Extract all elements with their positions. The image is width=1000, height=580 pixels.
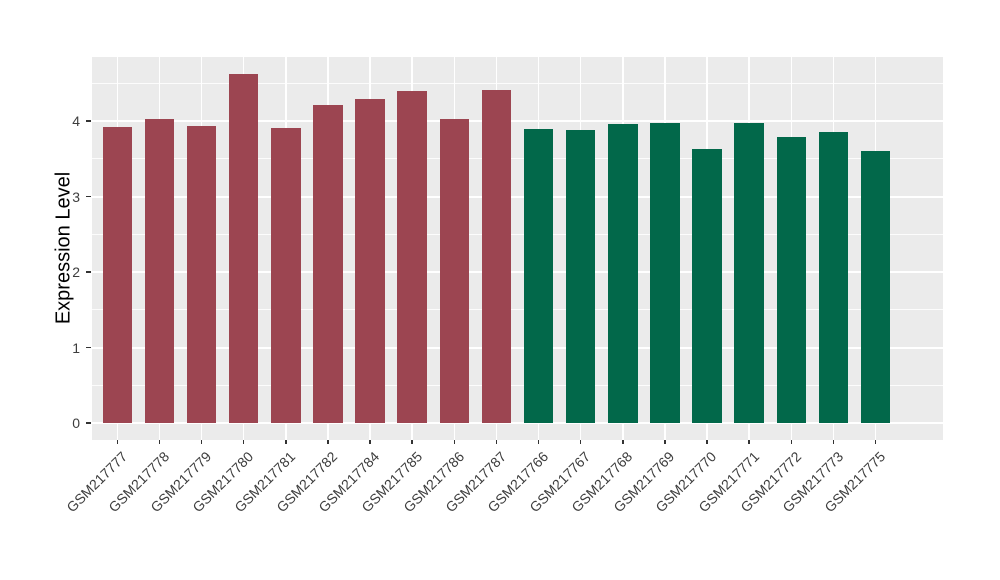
bar-GSM217766 bbox=[523, 129, 554, 423]
bar-GSM217780 bbox=[228, 74, 259, 423]
bar-GSM217781 bbox=[271, 127, 301, 423]
bar-GSM217777 bbox=[102, 127, 133, 423]
y-tick-label: 1 bbox=[72, 339, 80, 356]
x-tick-mark bbox=[453, 440, 456, 444]
x-tick-mark bbox=[369, 440, 371, 444]
x-tick-mark bbox=[200, 440, 203, 444]
major-gridline bbox=[92, 346, 943, 349]
bar-GSM217772 bbox=[776, 136, 807, 423]
bar-GSM217784 bbox=[355, 99, 385, 423]
bar-GSM217771 bbox=[734, 123, 764, 423]
bar-GSM217785 bbox=[397, 90, 427, 423]
bar-GSM217769 bbox=[650, 123, 680, 423]
minor-gridline bbox=[92, 233, 943, 235]
x-tick-mark bbox=[327, 440, 329, 444]
x-tick-mark bbox=[790, 440, 793, 444]
bar-GSM217779 bbox=[186, 126, 217, 423]
y-tick-mark bbox=[86, 271, 91, 273]
bar-GSM217786 bbox=[439, 118, 470, 423]
minor-gridline bbox=[92, 384, 943, 386]
x-tick-mark bbox=[664, 440, 666, 444]
major-gridline bbox=[92, 195, 943, 198]
minor-gridline bbox=[92, 158, 943, 160]
x-tick-mark bbox=[411, 440, 413, 444]
x-tick-mark bbox=[748, 440, 750, 444]
bar-GSM217767 bbox=[565, 130, 596, 423]
y-tick-label: 4 bbox=[72, 113, 80, 129]
plot-panel bbox=[92, 57, 943, 440]
bar-GSM217778 bbox=[144, 118, 175, 423]
bar-GSM217782 bbox=[313, 105, 343, 423]
y-tick-mark bbox=[86, 346, 91, 349]
x-tick-mark bbox=[706, 440, 708, 444]
y-tick-label: 2 bbox=[72, 264, 80, 280]
x-tick-mark bbox=[579, 440, 582, 444]
x-tick-mark bbox=[158, 440, 161, 444]
bar-GSM217775 bbox=[860, 151, 891, 423]
x-tick-mark bbox=[622, 440, 624, 444]
x-tick-mark bbox=[874, 440, 877, 444]
bar-GSM217773 bbox=[818, 132, 849, 423]
x-tick-mark bbox=[285, 440, 287, 444]
x-tick-mark bbox=[116, 440, 119, 444]
major-gridline bbox=[92, 422, 943, 424]
minor-gridline bbox=[92, 309, 943, 311]
bar-GSM217770 bbox=[692, 148, 722, 423]
x-tick-mark bbox=[832, 440, 835, 444]
major-gridline bbox=[92, 271, 943, 273]
y-tick-mark bbox=[86, 120, 91, 122]
major-gridline bbox=[92, 120, 943, 122]
bar-GSM217787 bbox=[481, 90, 512, 423]
y-tick-mark bbox=[86, 195, 91, 198]
y-tick-mark bbox=[86, 422, 91, 424]
minor-gridline bbox=[92, 82, 943, 84]
x-tick-mark bbox=[495, 440, 498, 444]
y-tick-label: 0 bbox=[72, 415, 80, 431]
x-tick-mark bbox=[537, 440, 540, 444]
y-tick-label: 3 bbox=[72, 188, 80, 205]
x-tick-mark bbox=[242, 440, 245, 444]
bar-GSM217768 bbox=[608, 124, 638, 423]
